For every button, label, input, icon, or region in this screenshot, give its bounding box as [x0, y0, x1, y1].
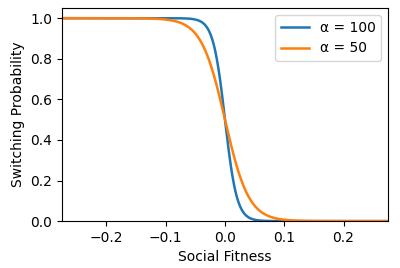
X-axis label: Social Fitness: Social Fitness [178, 250, 272, 264]
α = 100 [320, 219, 324, 223]
α = 100 [93, 17, 98, 20]
α = 100 [386, 219, 390, 223]
α = 50 [203, 50, 208, 53]
α = 50 [284, 218, 288, 222]
Line: α = 100: α = 100 [62, 18, 388, 221]
α = 100 [203, 24, 208, 27]
α = 100 [60, 17, 64, 20]
Line: α = 50: α = 50 [62, 18, 388, 221]
α = 50 [60, 17, 64, 20]
Y-axis label: Switching Probability: Switching Probability [11, 42, 25, 187]
α = 100 [314, 219, 319, 223]
α = 50 [192, 30, 196, 34]
α = 100 [284, 219, 288, 223]
α = 100 [192, 18, 196, 21]
α = 50 [314, 219, 319, 223]
α = 50 [386, 219, 390, 223]
α = 50 [93, 17, 98, 20]
Legend: α = 100, α = 50: α = 100, α = 50 [275, 15, 381, 61]
α = 50 [320, 219, 324, 223]
